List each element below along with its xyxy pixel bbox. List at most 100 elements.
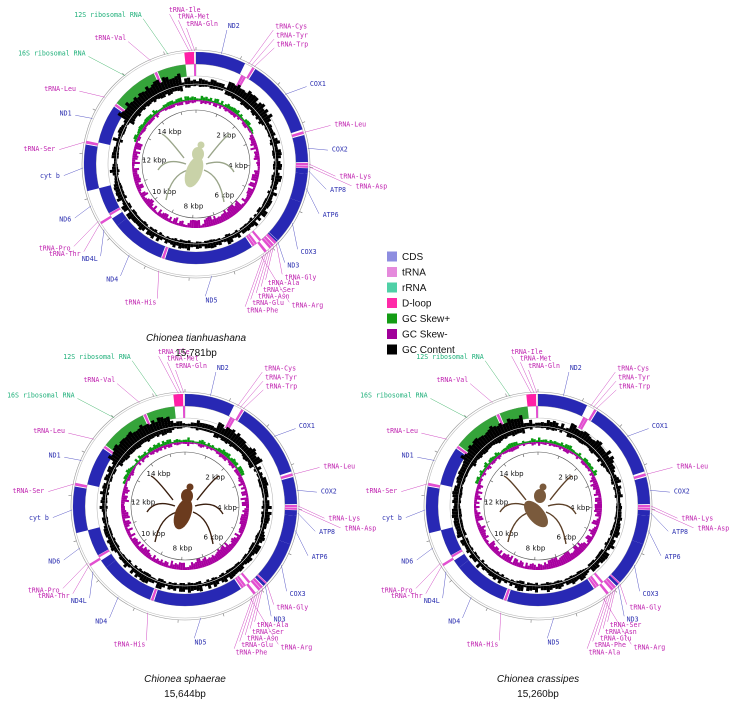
gc-content-bar (167, 581, 172, 590)
gc-skew-minus-bar (249, 181, 257, 186)
gc-content-bar (122, 558, 129, 565)
gc-content-bar (263, 200, 272, 207)
gc-skew-minus-bar (224, 546, 232, 553)
gene-label-trna-thr: tRNA-Thr (49, 250, 81, 258)
inner-scale-tick (554, 553, 557, 558)
gc-content-bar (613, 485, 622, 490)
gene-arc-cox2 (634, 477, 650, 505)
gc-skew-minus-bar (148, 203, 154, 209)
gc-skew-minus-bar (488, 463, 492, 466)
gene-arc-trna-thr (100, 215, 112, 225)
gc-skew-minus-bar (151, 554, 157, 562)
scale-tick (240, 56, 242, 60)
gc-skew-minus-bar (250, 140, 257, 144)
gc-skew-minus-bar (146, 199, 155, 207)
leader-line (634, 564, 640, 592)
gene-arc-cyt-b (73, 486, 88, 534)
gc-content-bar (143, 90, 154, 103)
gc-content-bar (121, 438, 136, 453)
gc-content-bar (471, 553, 479, 561)
gc-skew-minus-bar (134, 144, 142, 149)
gc-skew-plus-bar (238, 113, 244, 119)
gc-content-bar (152, 80, 164, 99)
gc-content-bar (566, 422, 575, 438)
gc-skew-minus-bar (135, 463, 139, 466)
gc-skew-minus-bar (182, 223, 186, 228)
gc-skew-plus-bar (250, 128, 254, 133)
gc-skew-plus-bar (580, 457, 584, 461)
gene-arc-trna-thr (442, 557, 454, 567)
gc-content-bar (258, 479, 268, 485)
gc-content-bar (267, 190, 278, 197)
insect-leg (157, 160, 187, 171)
gene-label-trna-trp: tRNA-Trp (266, 383, 298, 391)
gene-arc-trna-cys (224, 416, 233, 429)
gc-content-bar (604, 541, 615, 550)
gc-skew-minus-bar (598, 516, 602, 520)
gc-skew-plus-bar (189, 440, 192, 443)
gc-skew-plus-bar (224, 452, 229, 458)
gc-skew-minus-bar (200, 225, 203, 228)
gc-skew-minus-bar (481, 473, 485, 477)
gene-arc-trna-asp (295, 165, 308, 168)
gc-skew-minus-bar (189, 442, 192, 444)
leader-line (251, 38, 275, 66)
gc-skew-minus-bar (251, 173, 260, 178)
gc-skew-minus-bar (506, 449, 510, 453)
gc-skew-minus-bar (137, 461, 142, 466)
leader-line (109, 597, 119, 619)
gc-skew-minus-bar (149, 206, 154, 211)
gc-content-bar (230, 566, 238, 576)
gc-content-bar (138, 424, 151, 443)
leader-line (284, 86, 307, 95)
gc-skew-minus-bar (498, 454, 502, 458)
gc-skew-minus-bar (526, 565, 530, 570)
gc-skew-minus-bar (596, 512, 602, 515)
gc-skew-plus-bar (517, 442, 521, 446)
gc-content-bar (184, 584, 188, 590)
gc-content-baseline (104, 425, 266, 587)
gc-skew-plus-bar (126, 472, 130, 476)
gc-content-bar (211, 577, 218, 588)
gc-skew-minus-bar (122, 488, 130, 493)
gene-label-trna-his: tRNA-His (125, 298, 157, 306)
gc-content-bar (126, 433, 140, 450)
gc-content-bar (269, 140, 281, 146)
scale-tick (229, 398, 231, 402)
leader-line (273, 428, 296, 437)
legend-swatch-trna (387, 267, 397, 277)
gc-content-bar (166, 416, 173, 434)
gc-skew-minus-bar (236, 536, 241, 540)
leader-line (255, 250, 270, 294)
gc-content-bar (261, 202, 270, 209)
inner-scale-tick (243, 144, 247, 146)
gc-skew-minus-bar (207, 216, 212, 227)
gc-skew-minus-bar (197, 443, 201, 447)
gc-skew-minus-bar (121, 510, 127, 513)
gc-skew-minus-bar (486, 466, 490, 471)
leader-line (528, 369, 538, 394)
gc-skew-minus-bar (158, 559, 164, 566)
gc-content-bar (253, 466, 262, 473)
gc-content-bar (154, 231, 160, 238)
gc-content-bar (551, 582, 556, 589)
gc-skew-plus-bar (220, 448, 226, 455)
gc-content-bar (161, 76, 171, 96)
gene-label-16s-ribosomal-rna: 16S ribosomal RNA (7, 392, 75, 400)
gc-content-bar (462, 459, 474, 468)
gc-content-bar (239, 560, 245, 567)
gc-content-bar (594, 447, 605, 457)
gc-skew-minus-bar (137, 188, 142, 193)
gene-arc-trna-asn (603, 579, 614, 591)
gc-skew-plus-bar (125, 469, 131, 474)
leader-line (131, 360, 158, 397)
scale-tick (277, 82, 281, 85)
gc-content-bar (258, 530, 265, 535)
gc-skew-minus-bar (178, 442, 181, 445)
gene-arc-cox3 (611, 540, 644, 583)
gc-skew-plus-bar (127, 468, 132, 473)
gc-content-bar (150, 83, 162, 100)
scale-tick (233, 271, 236, 275)
gc-content-bar (101, 497, 108, 501)
gc-content-bar (111, 166, 119, 170)
